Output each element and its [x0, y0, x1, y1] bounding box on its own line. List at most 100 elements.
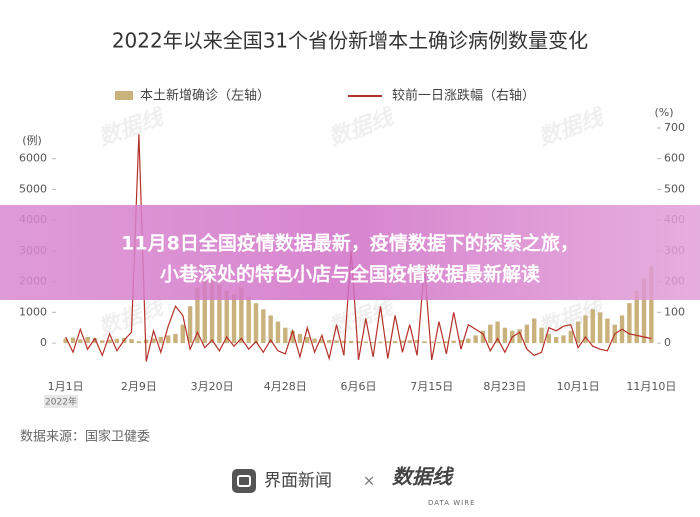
chart-title: 2022年以来全国31个省份新增本土确诊病例数量变化 [112, 29, 588, 53]
y2-tick-label: 0 [664, 336, 671, 349]
bar [283, 327, 288, 344]
bar [180, 324, 185, 344]
bar [129, 339, 134, 344]
bar [246, 297, 251, 344]
brand-icon-inner [237, 475, 251, 487]
x-tick-label: 2月9日 [121, 380, 157, 393]
line [65, 134, 652, 362]
bar [634, 290, 639, 344]
bar [224, 290, 229, 344]
bar [495, 321, 500, 344]
legend-label: 较前一日涨跌幅（右轴） [392, 88, 535, 104]
separator: × [363, 472, 376, 490]
bar [173, 333, 178, 344]
bar [641, 278, 647, 344]
bar [575, 321, 581, 344]
bar [407, 340, 412, 344]
bar [151, 338, 156, 344]
brand-name: 数据线 [392, 465, 455, 489]
plot: 0100020003000400050006000010020030040050… [19, 121, 685, 393]
y-tick-label: 6000 [19, 152, 47, 165]
x-tick-label: 4月28日 [264, 380, 307, 393]
bar [553, 336, 559, 344]
bar [341, 340, 347, 344]
bar [275, 321, 281, 344]
y2-axis-label: (%) [654, 106, 673, 119]
bar [268, 315, 273, 344]
y2-tick-label: 700 [664, 121, 685, 134]
bar [100, 340, 105, 344]
bar [261, 309, 266, 344]
bar [392, 340, 398, 344]
bar [561, 335, 566, 344]
bar [583, 315, 588, 344]
banner-line: 小巷深处的特色小店与全国疫情数据最新解读 [160, 263, 540, 286]
bar [334, 340, 339, 344]
y2-tick-label: 100 [664, 305, 685, 318]
bar [400, 340, 405, 344]
x-tick-label: 1月1日 [48, 380, 84, 393]
bar [605, 318, 610, 344]
y2-tick-label: 500 [664, 182, 685, 195]
legend-label: 本土新增确诊（左轴） [140, 88, 270, 104]
bar [202, 278, 207, 344]
y-tick-label: 1000 [19, 305, 47, 318]
bar [458, 340, 464, 344]
bar [319, 339, 325, 344]
y-tick-label: 0 [40, 336, 47, 349]
bar [627, 303, 632, 344]
bar [136, 341, 142, 344]
x-tick-label: 6月6日 [341, 380, 377, 393]
bar [488, 324, 493, 344]
bar [297, 333, 303, 344]
bar [466, 338, 471, 344]
bar [546, 333, 552, 344]
bar [63, 338, 68, 344]
y-tick-label: 5000 [19, 182, 47, 195]
bar [209, 269, 215, 344]
banner [0, 205, 700, 300]
bar [385, 341, 390, 344]
bar [451, 340, 456, 344]
x-tick-label: 8月23日 [483, 380, 526, 393]
x-tick-label: 10月1日 [557, 380, 600, 393]
bar [143, 339, 149, 344]
bar [165, 335, 171, 344]
bar [370, 341, 376, 344]
bar [422, 341, 427, 344]
bar [114, 338, 120, 344]
bar [568, 330, 574, 344]
bar [539, 327, 544, 344]
bar [517, 329, 522, 344]
bar [363, 341, 369, 344]
brand-name: 界面新闻 [264, 471, 332, 491]
bar [305, 336, 310, 344]
legend-swatch [115, 91, 133, 100]
bar [436, 341, 442, 344]
bar [290, 330, 295, 344]
bar [92, 338, 98, 344]
bar [158, 336, 164, 344]
bar [312, 338, 317, 344]
bar [356, 341, 361, 344]
bar [253, 303, 259, 344]
bar [217, 284, 222, 344]
bar [70, 337, 76, 344]
bar [187, 306, 193, 344]
bar [597, 312, 603, 344]
bar [480, 330, 486, 344]
bar [378, 341, 383, 344]
bar [429, 341, 434, 344]
bar [78, 339, 83, 344]
bar [649, 266, 654, 344]
bar [348, 340, 354, 344]
bar [327, 340, 332, 344]
bar [444, 341, 449, 344]
x-tick-label: 11月10日 [626, 380, 676, 393]
bar [502, 327, 508, 344]
bar [414, 340, 420, 344]
bar [85, 336, 90, 344]
y-axis-label: (例) [22, 133, 42, 147]
bar [231, 293, 237, 344]
